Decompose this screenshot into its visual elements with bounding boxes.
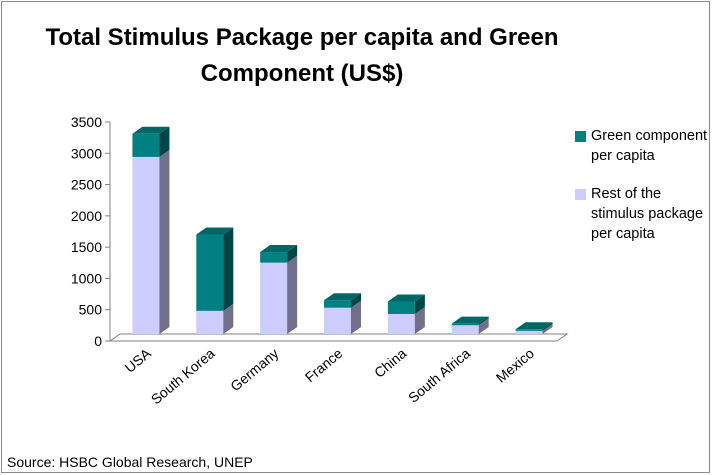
chart-title: Total Stimulus Package per capita and Gr…: [45, 24, 559, 87]
bar-green-front: [324, 300, 351, 308]
x-tick-label: China: [371, 345, 409, 381]
bar-green-front: [515, 329, 543, 331]
bar-rest-front: [260, 262, 288, 334]
bar-green-front: [132, 133, 160, 157]
bar-green-top: [196, 227, 234, 235]
bar-rest-side: [223, 303, 234, 334]
bar-rest-front: [324, 307, 351, 334]
legend-swatch-green: [575, 131, 586, 142]
bar-green-side: [287, 245, 298, 263]
bar-rest-side: [542, 323, 553, 334]
bar-rest-side: [478, 318, 489, 334]
bar-rest-side: [414, 306, 425, 334]
x-tick-label: France: [302, 345, 346, 385]
source-note: Source: HSBC Global Research, UNEP: [7, 454, 253, 470]
bar-green-side: [414, 294, 425, 314]
x-tick-label: South Korea: [148, 345, 218, 407]
legend-item-green: Green component per capita: [575, 126, 710, 166]
chart-floor: [108, 333, 569, 342]
y-tick-label: 3500: [71, 114, 102, 130]
bar-green-side: [542, 322, 553, 331]
bar-green-top: [451, 316, 489, 324]
bar-green-top: [260, 245, 298, 253]
bar-green-top: [387, 294, 425, 302]
y-tick-label: 3000: [71, 145, 102, 161]
bar-rest-front: [387, 313, 415, 334]
legend-item-rest: Rest of the stimulus package per capita: [575, 184, 710, 244]
legend-label-green: Green component per capita: [591, 128, 708, 164]
bar-rest-side: [287, 255, 298, 334]
bar-green-side: [351, 293, 361, 308]
x-tick-label: USA: [122, 345, 155, 376]
bar-rest-front: [196, 310, 224, 334]
bar-green-front: [196, 234, 224, 311]
bar-green-front: [451, 323, 479, 326]
y-tick-label: 0: [94, 333, 102, 349]
x-tick-label: Germany: [227, 345, 281, 394]
legend-swatch-rest: [575, 189, 586, 200]
bar-rest-front: [132, 156, 160, 334]
bar-green-side: [159, 126, 170, 157]
y-tick-label: 2000: [71, 208, 102, 224]
chart-legend: Green component per capita Rest of the s…: [575, 126, 710, 262]
x-tick-label: Mexico: [493, 345, 537, 386]
bar-green-side: [478, 316, 489, 326]
bar-rest-front: [451, 325, 479, 334]
y-tick-label: 1000: [71, 270, 102, 286]
bar-green-side: [223, 227, 234, 311]
bar-green-top: [324, 293, 361, 301]
bar-green-top: [132, 126, 170, 134]
bar-rest-front: [515, 330, 543, 334]
y-tick-label: 500: [79, 302, 103, 318]
bar-rest-side: [351, 300, 361, 334]
y-tick-label: 2500: [71, 177, 102, 193]
legend-label-rest: Rest of the stimulus package per capita: [591, 186, 704, 242]
x-tick-label: South Africa: [405, 345, 473, 406]
bar-green-front: [387, 301, 415, 314]
bar-green-front: [260, 252, 288, 263]
bar-green-top: [515, 322, 553, 330]
y-tick-label: 1500: [71, 239, 102, 255]
bar-rest-side: [159, 149, 170, 334]
